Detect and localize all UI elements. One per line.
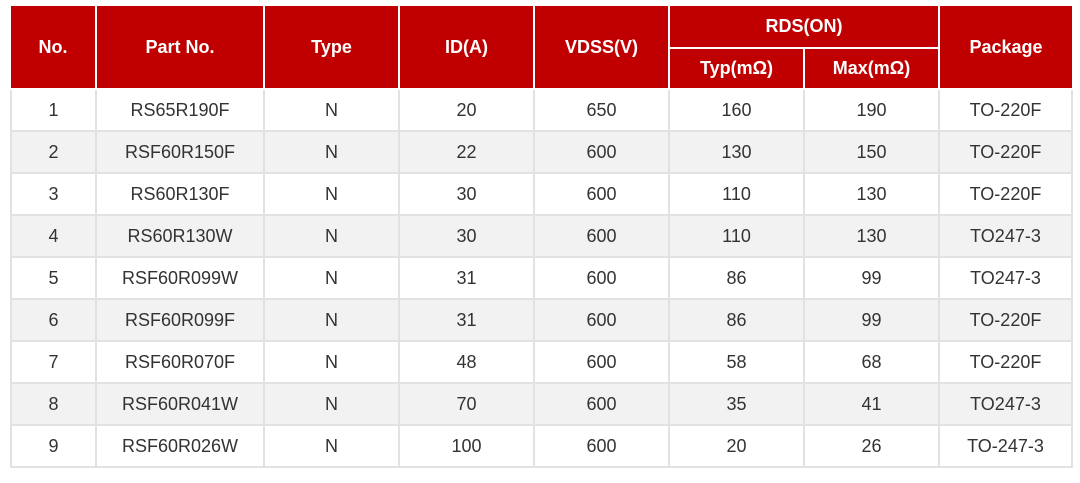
cell-no: 4 <box>10 214 97 258</box>
cell-typ: 110 <box>668 172 805 216</box>
cell-type: N <box>263 172 400 216</box>
cell-typ: 86 <box>668 256 805 300</box>
header-rds-typ: Typ(mΩ) <box>669 48 805 90</box>
header-id: ID(A) <box>398 6 535 90</box>
cell-type: N <box>263 382 400 426</box>
cell-package: TO-220F <box>938 88 1073 132</box>
header-vdss: VDSS(V) <box>533 6 670 90</box>
cell-package: TO247-3 <box>938 382 1073 426</box>
cell-id: 22 <box>398 130 535 174</box>
cell-no: 3 <box>10 172 97 216</box>
cell-no: 8 <box>10 382 97 426</box>
cell-max: 99 <box>803 298 940 342</box>
header-part-no: Part No. <box>95 6 265 90</box>
cell-package: TO247-3 <box>938 256 1073 300</box>
cell-part: RSF60R026W <box>95 424 265 468</box>
cell-id: 100 <box>398 424 535 468</box>
cell-vdss: 600 <box>533 130 670 174</box>
cell-no: 6 <box>10 298 97 342</box>
cell-type: N <box>263 298 400 342</box>
cell-typ: 160 <box>668 88 805 132</box>
table-row: 5 RSF60R099W N 31 600 86 99 TO247-3 <box>10 256 1073 300</box>
cell-no: 1 <box>10 88 97 132</box>
cell-typ: 130 <box>668 130 805 174</box>
cell-vdss: 600 <box>533 256 670 300</box>
cell-part: RSF60R150F <box>95 130 265 174</box>
cell-part: RSF60R099W <box>95 256 265 300</box>
cell-typ: 86 <box>668 298 805 342</box>
mosfet-spec-table: No. Part No. Type ID(A) VDSS(V) RDS(ON) … <box>10 6 1073 468</box>
cell-package: TO-220F <box>938 340 1073 384</box>
cell-id: 70 <box>398 382 535 426</box>
cell-no: 5 <box>10 256 97 300</box>
cell-part: RS60R130W <box>95 214 265 258</box>
cell-package: TO-220F <box>938 172 1073 216</box>
table-body: 1 RS65R190F N 20 650 160 190 TO-220F 2 RSF60R150F… <box>10 88 1073 468</box>
cell-vdss: 600 <box>533 214 670 258</box>
header-package: Package <box>938 6 1072 90</box>
cell-max: 130 <box>803 172 940 216</box>
cell-typ: 20 <box>668 424 805 468</box>
cell-package: TO247-3 <box>938 214 1073 258</box>
cell-id: 48 <box>398 340 535 384</box>
table-header: No. Part No. Type ID(A) VDSS(V) RDS(ON) … <box>11 6 1072 90</box>
cell-no: 7 <box>10 340 97 384</box>
cell-id: 20 <box>398 88 535 132</box>
cell-part: RSF60R099F <box>95 298 265 342</box>
cell-typ: 58 <box>668 340 805 384</box>
cell-package: TO-247-3 <box>938 424 1073 468</box>
table-row: 6 RSF60R099F N 31 600 86 99 TO-220F <box>10 298 1073 342</box>
cell-type: N <box>263 88 400 132</box>
cell-max: 190 <box>803 88 940 132</box>
table-row: 7 RSF60R070F N 48 600 58 68 TO-220F <box>10 340 1073 384</box>
cell-vdss: 600 <box>533 172 670 216</box>
cell-max: 99 <box>803 256 940 300</box>
header-rds-on: RDS(ON) <box>668 6 940 49</box>
cell-no: 2 <box>10 130 97 174</box>
table-row: 1 RS65R190F N 20 650 160 190 TO-220F <box>10 88 1073 132</box>
cell-vdss: 650 <box>533 88 670 132</box>
cell-vdss: 600 <box>533 340 670 384</box>
cell-max: 41 <box>803 382 940 426</box>
cell-no: 9 <box>10 424 97 468</box>
cell-type: N <box>263 256 400 300</box>
cell-vdss: 600 <box>533 298 670 342</box>
cell-id: 30 <box>398 214 535 258</box>
cell-vdss: 600 <box>533 382 670 426</box>
cell-type: N <box>263 130 400 174</box>
cell-typ: 35 <box>668 382 805 426</box>
cell-part: RSF60R070F <box>95 340 265 384</box>
table-row: 4 RS60R130W N 30 600 110 130 TO247-3 <box>10 214 1073 258</box>
cell-package: TO-220F <box>938 298 1073 342</box>
table-row: 8 RSF60R041W N 70 600 35 41 TO247-3 <box>10 382 1073 426</box>
cell-id: 30 <box>398 172 535 216</box>
cell-type: N <box>263 214 400 258</box>
cell-typ: 110 <box>668 214 805 258</box>
table-row: 9 RSF60R026W N 100 600 20 26 TO-247-3 <box>10 424 1073 468</box>
cell-max: 130 <box>803 214 940 258</box>
cell-part: RS65R190F <box>95 88 265 132</box>
table-row: 3 RS60R130F N 30 600 110 130 TO-220F <box>10 172 1073 216</box>
cell-max: 150 <box>803 130 940 174</box>
cell-vdss: 600 <box>533 424 670 468</box>
cell-package: TO-220F <box>938 130 1073 174</box>
cell-id: 31 <box>398 256 535 300</box>
cell-type: N <box>263 424 400 468</box>
header-rds-max: Max(mΩ) <box>803 48 939 90</box>
cell-part: RSF60R041W <box>95 382 265 426</box>
cell-part: RS60R130F <box>95 172 265 216</box>
cell-max: 26 <box>803 424 940 468</box>
header-type: Type <box>263 6 400 90</box>
cell-id: 31 <box>398 298 535 342</box>
table-row: 2 RSF60R150F N 22 600 130 150 TO-220F <box>10 130 1073 174</box>
cell-max: 68 <box>803 340 940 384</box>
cell-type: N <box>263 340 400 384</box>
header-no: No. <box>11 6 97 90</box>
